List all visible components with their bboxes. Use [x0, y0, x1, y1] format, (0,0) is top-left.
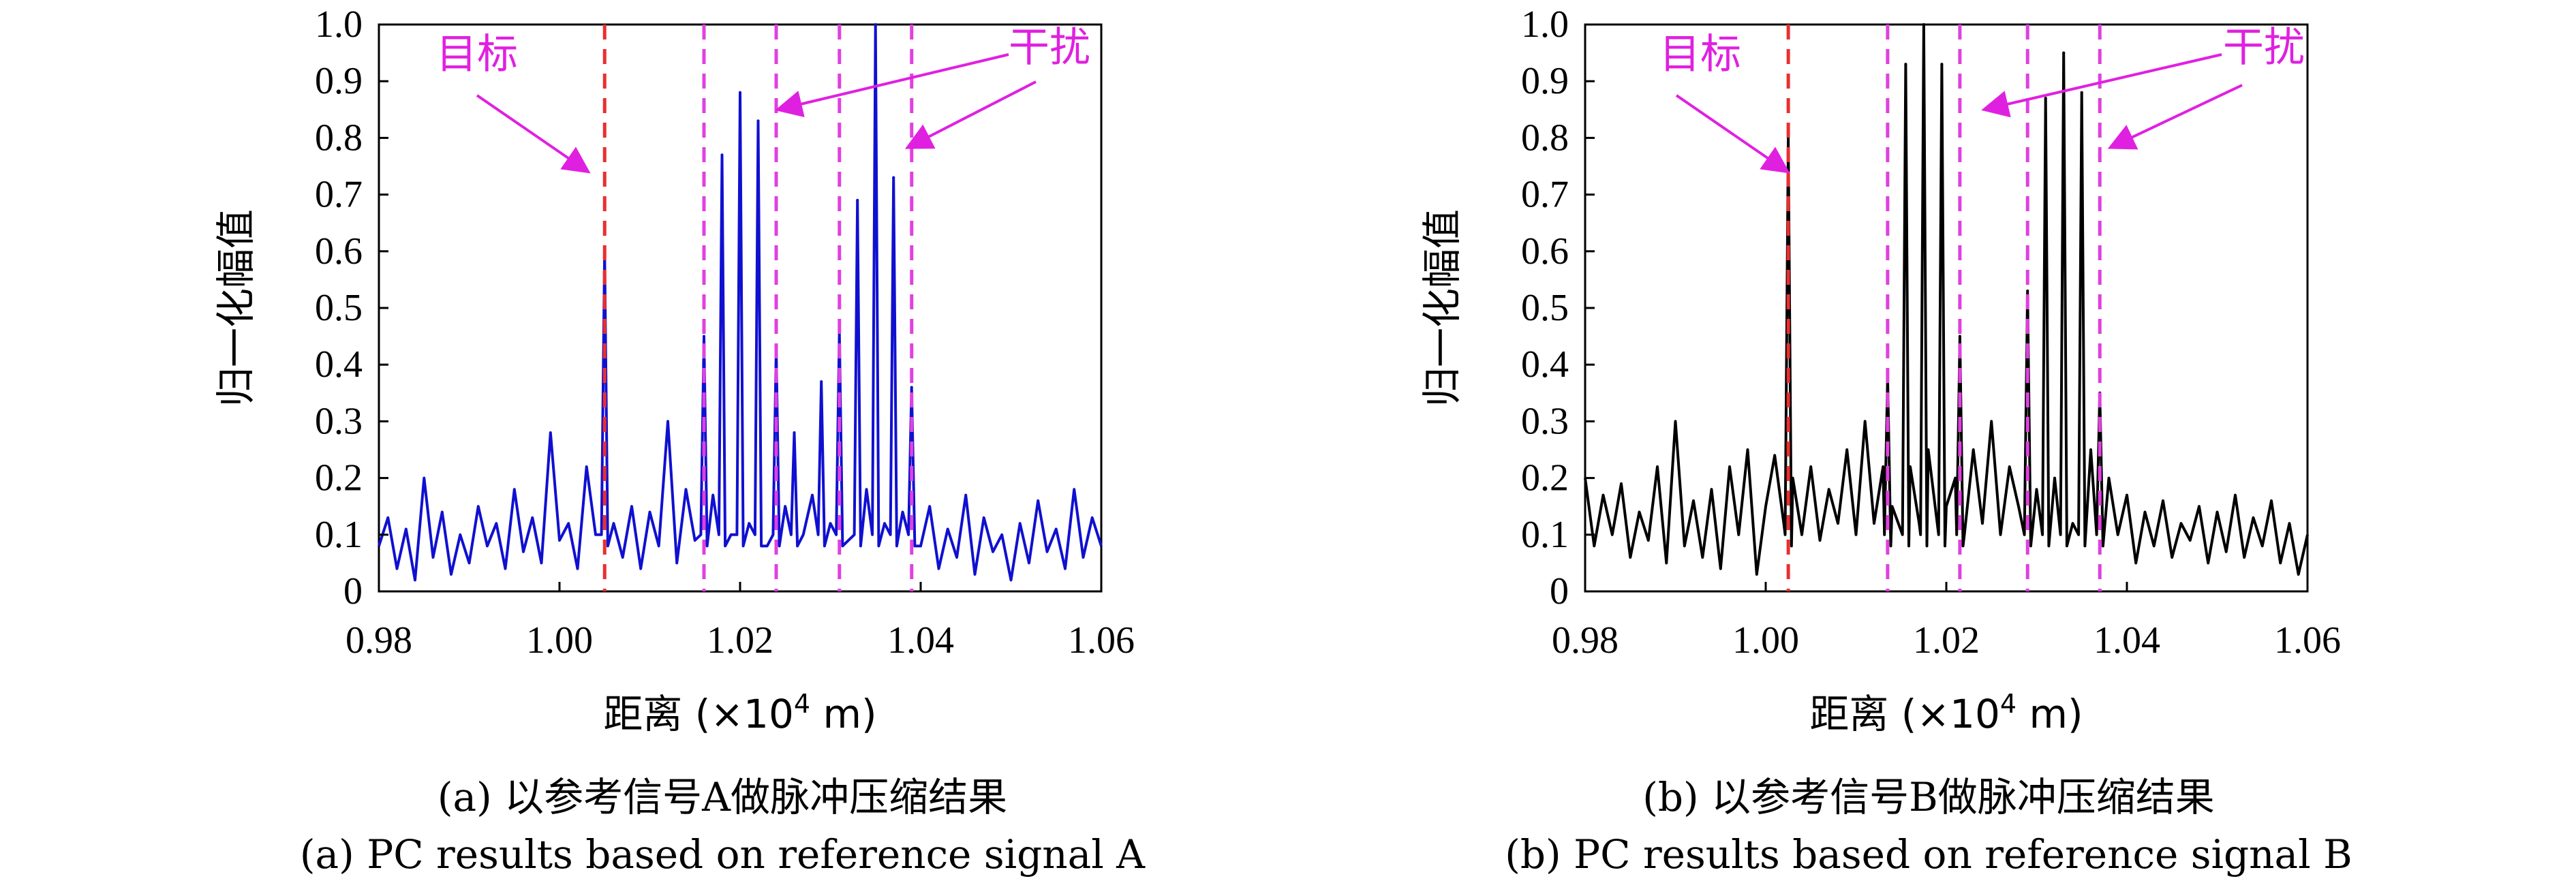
peak-point [1940, 63, 1944, 66]
caption-en-b: (b) PC results based on reference signal… [1505, 831, 2352, 878]
y-tick-label: 0.3 [1521, 400, 1569, 442]
peak-point [793, 431, 796, 435]
y-tick-label: 0.1 [1521, 514, 1569, 556]
x-tick-label: 1.02 [707, 619, 773, 662]
y-tick-label: 0 [1550, 570, 1569, 613]
signal-line [378, 23, 1103, 582]
y-tick-label: 0.3 [315, 400, 363, 442]
peak-point [1958, 335, 1961, 338]
y-tick-label: 0.1 [315, 514, 363, 556]
x-axis-label: 距离 (×104 m) [603, 689, 876, 737]
target-arrow [1675, 94, 1790, 174]
y-tick-label: 0.7 [315, 174, 363, 216]
y-tick-label: 0.8 [315, 117, 363, 159]
annotation-target: 目标 [436, 31, 518, 78]
x-tick-label: 1.00 [1732, 619, 1799, 662]
peak-point [739, 91, 741, 94]
x-tick-label: 1.04 [887, 619, 954, 662]
caption-cn-a: (a) 以参考信号A做脉冲压缩结果 [437, 774, 1008, 820]
x-tick-label: 1.00 [526, 619, 593, 662]
y-tick-label: 0.4 [315, 343, 363, 386]
x-tick-label: 1.06 [2274, 619, 2341, 662]
y-tick-label: 0.6 [1521, 230, 1569, 273]
y-tick-label: 1.0 [315, 3, 363, 46]
peak-point [703, 335, 705, 338]
peak-point [2080, 91, 2083, 94]
peak-point [756, 119, 760, 123]
y-tick-label: 0.9 [315, 60, 363, 102]
jamming-arrow [904, 80, 1037, 149]
peak-point [2026, 290, 2029, 293]
y-tick-label: 0.7 [1521, 174, 1569, 216]
panel-b: 0 0.1 0.2 0.3 0.4 0.5 0.6 0.7 0.8 0.9 1.0 0.98 1.00 1… [1419, 3, 2341, 737]
peak-point [856, 198, 859, 202]
y-axis-label: 归一化幅值 [1419, 209, 1465, 407]
x-tick-label: 1.06 [1068, 619, 1135, 662]
peak-point [1922, 23, 1925, 26]
signal-line [1584, 23, 2309, 576]
peak-point [1904, 63, 1907, 66]
x-tick-label: 0.98 [346, 619, 412, 662]
annotation-target: 目标 [1659, 31, 1741, 78]
y-tick-label: 0.9 [1521, 60, 1569, 102]
y-tick-label: 0.6 [315, 230, 363, 273]
panel-a: 0 0.1 0.2 0.3 0.4 0.5 0.6 0.7 0.8 0.9 1.0 0.98 1.00 1… [213, 3, 1135, 737]
y-axis-label: 归一化幅值 [213, 209, 259, 407]
jamming-arrow [775, 53, 1009, 118]
peak-point [820, 380, 823, 384]
caption-en-a: (a) PC results based on reference signal… [299, 831, 1146, 878]
y-tick-label: 0.4 [1521, 343, 1569, 386]
peak-point [874, 23, 877, 26]
y-tick-label: 0.2 [315, 457, 363, 499]
x-axis-label: 距离 (×104 m) [1809, 689, 2083, 737]
y-tick-label: 0.2 [1521, 457, 1569, 499]
y-tick-label: 0 [343, 570, 363, 613]
peak-point [892, 176, 895, 179]
y-tick-label: 0.5 [315, 287, 363, 329]
y-tick-label: 0.8 [1521, 117, 1569, 159]
y-tick-label: 1.0 [1521, 3, 1569, 46]
caption-cn-b: (b) 以参考信号B做脉冲压缩结果 [1642, 774, 2215, 820]
jamming-arrow [1981, 53, 2222, 118]
annotation-jamming: 干扰 [1009, 24, 1090, 72]
jamming-arrow [2107, 84, 2243, 150]
annotation-jamming: 干扰 [2223, 24, 2305, 72]
x-tick-label: 0.98 [1552, 619, 1619, 662]
target-arrow [476, 94, 591, 174]
peak-point [720, 153, 724, 157]
peak-point [910, 386, 913, 389]
peak-point [2062, 51, 2066, 55]
y-tick-label: 0.5 [1521, 287, 1569, 329]
x-tick-label: 1.04 [2094, 619, 2160, 662]
peak-point [2044, 97, 2047, 100]
x-tick-label: 1.02 [1913, 619, 1980, 662]
